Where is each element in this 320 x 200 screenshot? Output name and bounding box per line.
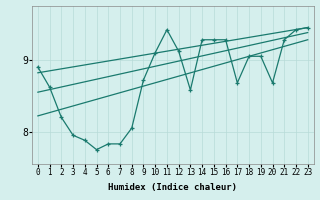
X-axis label: Humidex (Indice chaleur): Humidex (Indice chaleur): [108, 183, 237, 192]
